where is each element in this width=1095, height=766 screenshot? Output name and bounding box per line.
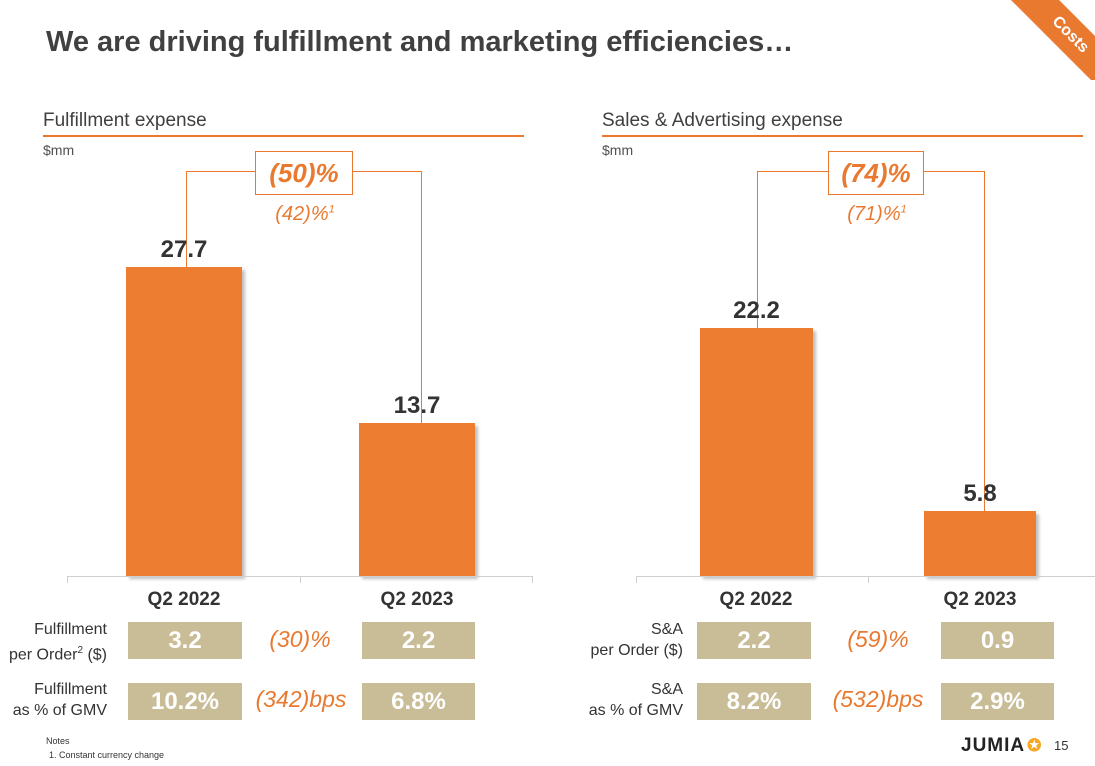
fulfillment-kpi1-q2-2022: 3.2 xyxy=(128,622,242,659)
slide-title: We are driving fulfillment and marketing… xyxy=(46,26,794,58)
fulfillment-bar-q2-2022 xyxy=(126,267,242,576)
sa-kpi1-label: S&A per Order ($) xyxy=(590,621,683,659)
fulfillment-axis-tick xyxy=(67,576,68,583)
sa-chart-title: Sales & Advertising expense xyxy=(602,110,843,131)
sa-kpi2-q2-2023: 2.9% xyxy=(941,683,1054,720)
fulfillment-chart-title: Fulfillment expense xyxy=(43,110,207,131)
sa-axis-tick xyxy=(868,576,869,583)
sa-kpi2-label: S&A as % of GMV xyxy=(588,681,683,719)
sa-kpi2-q2-2022: 8.2% xyxy=(697,683,811,720)
fulfillment-change-cc: (42)%1 xyxy=(275,203,335,225)
sa-bar-q2-2022 xyxy=(700,328,813,576)
fulfillment-kpi1-label: Fulfillment per Order2 ($) xyxy=(8,621,107,664)
section-tag: Costs xyxy=(1000,0,1095,80)
fulfillment-category-q2-2022: Q2 2022 xyxy=(147,589,221,610)
sa-change-box: (74)% xyxy=(828,151,924,195)
fulfillment-kpi2-q2-2022: 10.2% xyxy=(128,683,242,720)
fulfillment-kpi1-q2-2023: 2.2 xyxy=(362,622,475,659)
fulfillment-value-q2-2023: 13.7 xyxy=(393,392,441,419)
sa-bar-q2-2023 xyxy=(924,511,1036,576)
fulfillment-kpi2-q2-2023: 6.8% xyxy=(362,683,475,720)
fulfillment-value-q2-2022: 27.7 xyxy=(160,236,208,263)
sa-category-q2-2023: Q2 2023 xyxy=(943,589,1017,610)
fulfillment-axis-tick xyxy=(300,576,301,583)
footnotes: Notes 1. Constant currency change xyxy=(46,734,164,762)
fulfillment-category-q2-2023: Q2 2023 xyxy=(380,589,454,610)
fulfillment-kpi1-change: (30)% xyxy=(269,626,331,652)
fulfillment-axis-tick xyxy=(532,576,533,583)
page-number: 15 xyxy=(1054,738,1069,753)
logo-star-icon: ✪ xyxy=(1027,736,1043,755)
sa-kpi1-q2-2022: 2.2 xyxy=(697,622,811,659)
sa-category-q2-2022: Q2 2022 xyxy=(719,589,793,610)
sa-axis xyxy=(636,576,1095,577)
sa-kpi1-change: (59)% xyxy=(847,626,909,652)
sa-title-rule xyxy=(602,135,1083,137)
sa-change-cc: (71)%1 xyxy=(847,203,907,225)
fulfillment-kpi2-label: Fulfillment as % of GMV xyxy=(12,681,107,719)
sa-kpi1-q2-2023: 0.9 xyxy=(941,622,1054,659)
fulfillment-kpi2-change: (342)bps xyxy=(255,686,347,712)
sa-value-q2-2022: 22.2 xyxy=(733,297,780,324)
fulfillment-title-rule xyxy=(43,135,524,137)
sa-value-q2-2023: 5.8 xyxy=(963,480,997,507)
sa-axis-tick xyxy=(636,576,637,583)
notes-heading: Notes xyxy=(46,736,70,746)
footnote-1: 1. Constant currency change xyxy=(49,750,165,760)
fulfillment-change-box: (50)% xyxy=(255,151,353,195)
jumia-logo: JUMIA ✪ xyxy=(961,735,1043,756)
section-tag-label: Costs xyxy=(1001,0,1095,80)
sa-kpi2-change: (532)bps xyxy=(832,686,924,712)
fulfillment-bar-q2-2023 xyxy=(359,423,475,576)
fulfillment-unit: $mm xyxy=(43,142,75,158)
sa-unit: $mm xyxy=(602,142,634,158)
